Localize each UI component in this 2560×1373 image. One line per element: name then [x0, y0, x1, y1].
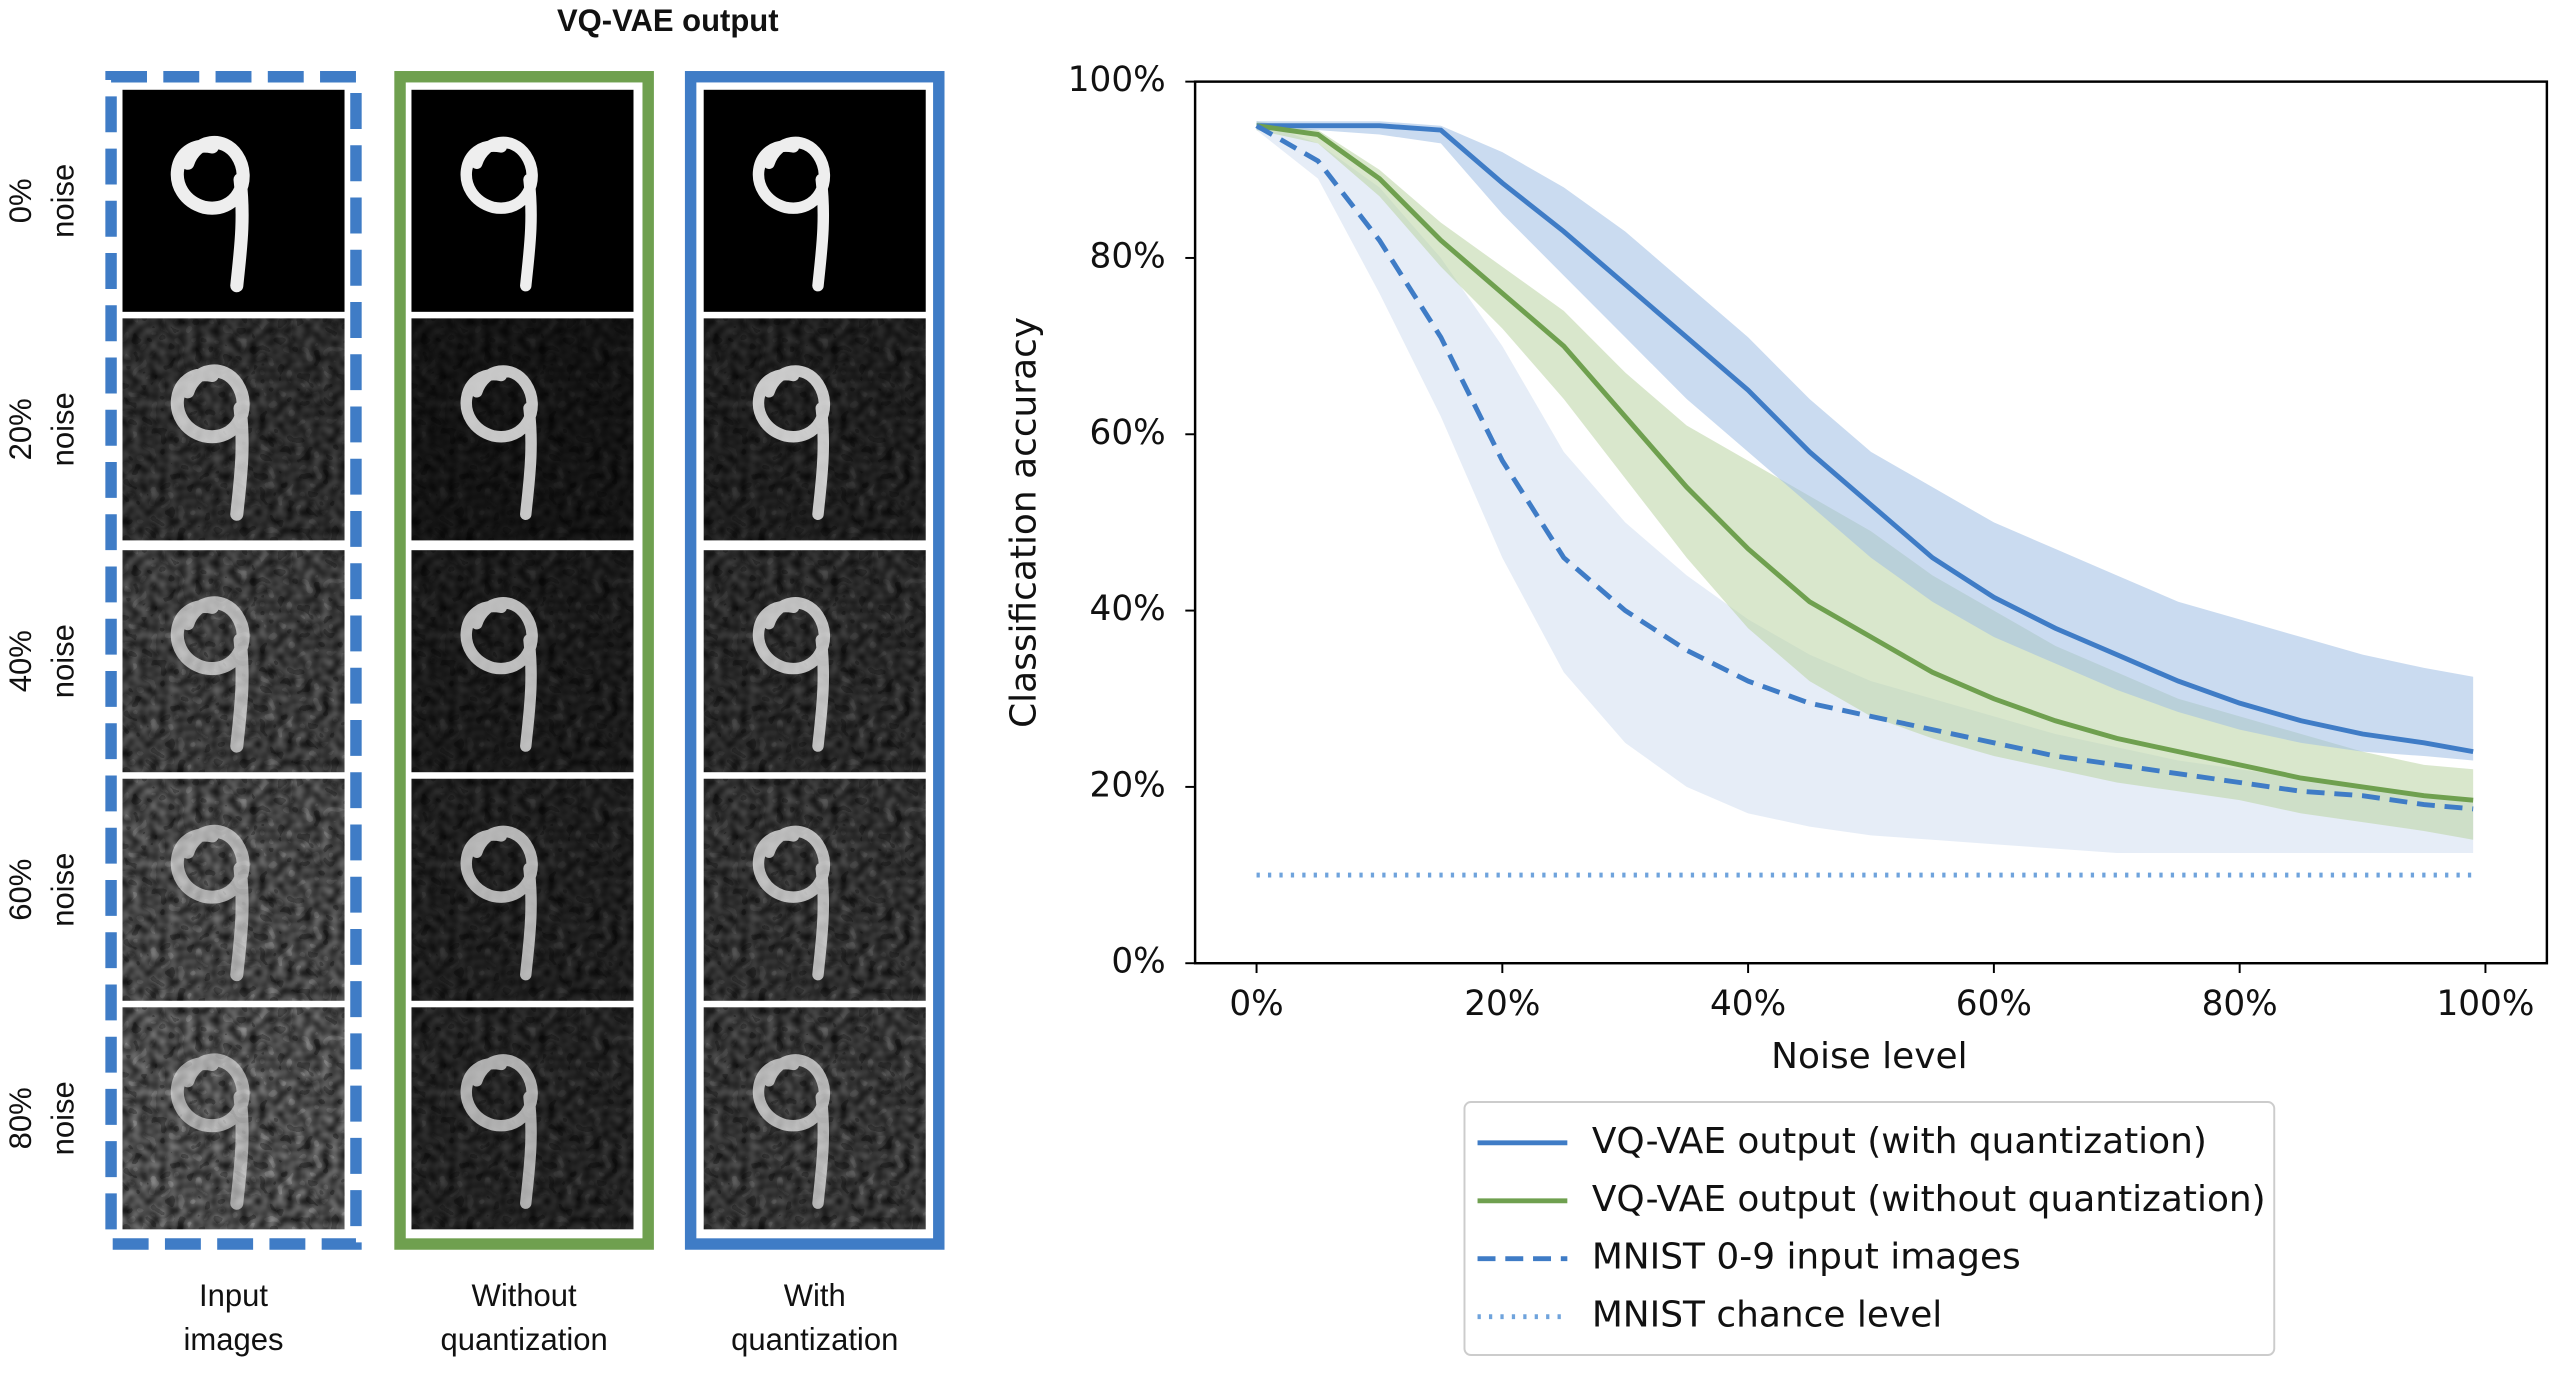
noise-overlay	[122, 778, 345, 1001]
noise-overlay	[411, 318, 634, 541]
digit-image	[411, 778, 634, 1001]
legend-label: MNIST 0-9 input images	[1592, 1237, 2021, 1278]
noise-overlay	[703, 550, 926, 773]
series-line	[1256, 123, 2474, 803]
legend-frame	[1463, 1101, 2276, 1357]
panel-title: VQ-VAE output	[557, 3, 779, 38]
digit-image	[411, 1007, 634, 1230]
y-tick-label: 80%	[1090, 236, 1166, 276]
row-label: noise	[46, 392, 81, 466]
noise-overlay	[703, 778, 926, 1001]
row-label: noise	[46, 853, 81, 927]
series-line	[1255, 123, 2474, 812]
column-frame	[105, 71, 362, 1250]
digit-image	[122, 778, 345, 1001]
confidence-band	[1256, 121, 2474, 761]
confidence-band	[1256, 121, 2474, 840]
x-tick-label: 80%	[2202, 984, 2278, 1024]
digit-image	[122, 1007, 345, 1230]
noise-overlay	[703, 318, 926, 541]
digit-stroke	[170, 135, 250, 293]
x-tick-label: 60%	[1956, 984, 2032, 1024]
y-tick-label: 60%	[1090, 413, 1166, 453]
x-tick-label: 100%	[2436, 984, 2534, 1024]
noise-overlay	[122, 550, 345, 773]
digit-stroke	[752, 136, 831, 292]
noise-overlay	[411, 778, 634, 1001]
noise-overlay	[122, 318, 345, 541]
digit-image	[703, 778, 926, 1001]
column-frame	[394, 71, 654, 1250]
chart: 0% 20% 40% 60% 80% 100% 0% 20% 40% 60% 80% 100% Nois…	[1003, 60, 2549, 1357]
plot-frame	[1193, 80, 2549, 965]
digit-image	[703, 318, 926, 541]
digit-image	[703, 550, 926, 773]
column-label: quantization	[441, 1322, 608, 1357]
y-tick-label: 0%	[1111, 942, 1165, 982]
noise-overlay	[703, 1007, 926, 1230]
x-tick-label: 0%	[1229, 984, 1283, 1024]
row-label: noise	[46, 624, 81, 698]
digit-image	[703, 89, 926, 312]
y-tick-label: 40%	[1090, 589, 1166, 629]
row-label: noise	[46, 1081, 81, 1155]
legend-label: VQ-VAE output (with quantization)	[1592, 1121, 2207, 1162]
legend-label: MNIST chance level	[1592, 1295, 1942, 1336]
column-label: Input	[199, 1278, 268, 1313]
x-axis-title: Noise level	[1771, 1036, 1967, 1077]
noise-overlay	[411, 1007, 634, 1230]
column-frame	[684, 71, 945, 1250]
digit-image	[122, 318, 345, 541]
column-label: Without	[472, 1278, 577, 1313]
digit-image	[703, 1007, 926, 1230]
row-level: 80%	[3, 1087, 38, 1149]
digit-image	[122, 89, 345, 312]
y-tick-label: 20%	[1090, 765, 1166, 805]
x-tick-label: 20%	[1464, 984, 1540, 1024]
column-label: With	[784, 1278, 846, 1313]
column-label: images	[184, 1322, 284, 1357]
digit-stroke	[460, 136, 538, 292]
y-axis-title: Classification accuracy	[1003, 317, 1044, 728]
digit-image	[122, 550, 345, 773]
legend: VQ-VAE output (with quantization) VQ-VAE …	[1463, 1101, 2276, 1357]
x-tick-label: 40%	[1710, 984, 1786, 1024]
digit-image	[411, 89, 634, 312]
row-level: 20%	[3, 398, 38, 460]
row-label: noise	[46, 164, 81, 238]
series-line	[1256, 123, 2474, 755]
row-level: 40%	[3, 630, 38, 692]
noise-overlay	[122, 1007, 345, 1230]
column-label: quantization	[731, 1322, 898, 1357]
digit-image	[411, 550, 634, 773]
digit-image	[411, 318, 634, 541]
row-level: 60%	[3, 859, 38, 921]
noise-overlay	[411, 550, 634, 773]
image-grid: Input images Without quantization With quanti…	[3, 71, 945, 1357]
row-level: 0%	[3, 178, 38, 223]
legend-label: VQ-VAE output (without quantization)	[1592, 1179, 2266, 1220]
y-tick-label: 100%	[1068, 60, 1166, 100]
